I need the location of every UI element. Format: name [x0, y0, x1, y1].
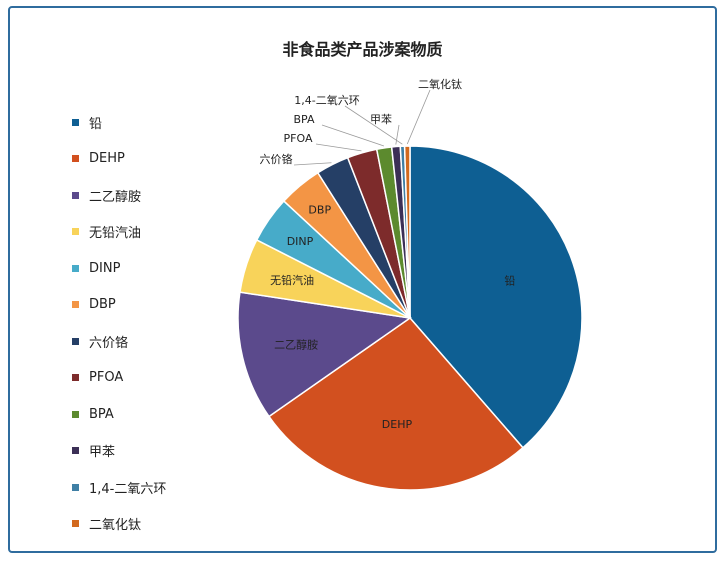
pie-slice [267, 316, 524, 491]
legend-swatch [72, 155, 79, 162]
legend-item: 二氧化钛 [72, 514, 141, 534]
legend-label: 六价铬 [89, 335, 129, 351]
legend-label: BPA [89, 406, 114, 422]
pie-slice [403, 145, 411, 319]
pie-slice [237, 291, 412, 418]
legend-item: 二乙醇胺 [72, 185, 141, 205]
legend-item: DBP [72, 295, 116, 315]
slice-label: 二氧化钛 [418, 77, 462, 91]
legend-label: DBP [89, 297, 116, 312]
legend-item: 无铅汽油 [72, 222, 141, 242]
chart-title: 非食品类产品涉案物质 [282, 40, 443, 59]
legend-item: 1,4-二氧六环 [72, 477, 166, 497]
slice-label: 1,4-二氧六环 [294, 93, 359, 107]
leader-line [344, 105, 403, 145]
legend-label: 甲苯 [89, 445, 116, 460]
legend-label: 二乙醇胺 [89, 189, 142, 205]
legend-item: PFOA [72, 368, 123, 388]
leader-line [321, 124, 384, 147]
legend-label: 铅 [89, 116, 103, 132]
legend-item: 甲苯 [72, 441, 115, 461]
legend-swatch [72, 447, 79, 454]
slice-label: 铅 [504, 274, 515, 288]
legend-swatch [72, 118, 79, 126]
legend-label: 1,4-二氧六环 [89, 481, 167, 497]
legend-swatch [72, 191, 79, 199]
slice-label: DINP [287, 235, 314, 248]
legend-swatch [72, 374, 79, 381]
legend-item: DINP [72, 258, 120, 278]
leader-line [395, 124, 400, 145]
slice-label: PFOA [284, 132, 313, 145]
legend-swatch [72, 483, 79, 491]
slice-label: DBP [308, 204, 331, 217]
legend-label: PFOA [89, 370, 124, 385]
legend-item: DEHP [72, 149, 125, 169]
legend-label: DEHP [89, 151, 125, 166]
leader-line [315, 143, 362, 152]
slice-label: BPA [293, 113, 314, 126]
slice-label: 无铅汽油 [270, 273, 314, 287]
legend-swatch [72, 301, 79, 308]
legend-swatch [72, 337, 79, 345]
legend-swatch [72, 410, 79, 418]
slice-label: 二乙醇胺 [274, 338, 318, 352]
leader-line [406, 89, 431, 145]
legend-item: 铅 [72, 112, 102, 132]
slice-label: DEHP [382, 418, 413, 431]
legend-label: 无铅汽油 [89, 226, 142, 241]
legend-item: BPA [72, 404, 114, 424]
leader-line [293, 162, 332, 166]
legend-item: 六价铬 [72, 331, 128, 351]
slice-label: 甲苯 [370, 112, 392, 126]
legend-label: DINP [89, 260, 121, 276]
legend-label: 二氧化钛 [89, 518, 142, 533]
pie-slice [409, 145, 583, 449]
legend-swatch [72, 264, 79, 272]
slice-label: 六价铬 [260, 152, 293, 166]
legend-swatch [72, 228, 79, 235]
legend-swatch [72, 520, 79, 527]
